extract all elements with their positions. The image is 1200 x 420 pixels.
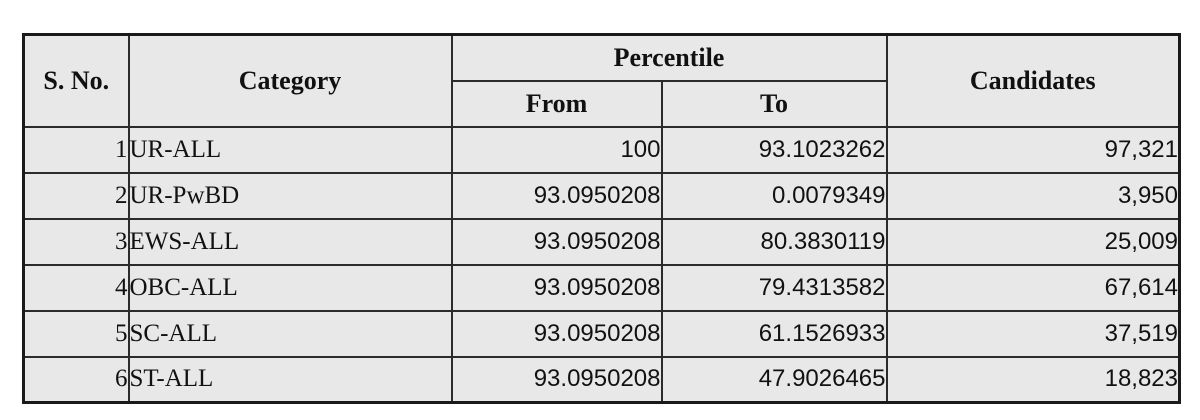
cell-from: 93.0950208 bbox=[450, 263, 663, 312]
cell-from: 93.0950208 bbox=[450, 171, 663, 220]
header-row-top: S. No. Category Percentile Candidates bbox=[22, 33, 1181, 128]
cell-sno: 1 bbox=[22, 125, 130, 174]
cell-to: 47.9026465 bbox=[660, 355, 888, 404]
cell-category: EWS-ALL bbox=[127, 217, 453, 266]
cell-from: 100 bbox=[450, 125, 663, 174]
table-header: S. No. Category Percentile Candidates Fr… bbox=[22, 33, 1181, 128]
cell-to: 93.1023262 bbox=[660, 125, 888, 174]
table-body: 1 UR-ALL 100 93.1023262 97,321 2 UR-PwBD… bbox=[22, 125, 1181, 404]
table-row: 5 SC-ALL 93.0950208 61.1526933 37,519 bbox=[22, 309, 1181, 358]
header-row-sub: From To bbox=[24, 79, 1180, 128]
cell-sno: 6 bbox=[22, 355, 130, 404]
cell-category: UR-PwBD bbox=[127, 171, 453, 220]
header-category: Category bbox=[127, 33, 453, 128]
cutoff-table: S. No. Category Percentile Candidates Fr… bbox=[22, 33, 1181, 404]
cell-sno: 5 bbox=[22, 309, 130, 358]
cell-to: 61.1526933 bbox=[660, 309, 888, 358]
cell-candidates: 37,519 bbox=[885, 309, 1181, 358]
cell-category: OBC-ALL bbox=[127, 263, 453, 312]
table-row: 1 UR-ALL 100 93.1023262 97,321 bbox=[22, 125, 1181, 174]
cell-category: SC-ALL bbox=[127, 309, 453, 358]
cell-candidates: 97,321 bbox=[885, 125, 1181, 174]
table-row: 6 ST-ALL 93.0950208 47.9026465 18,823 bbox=[22, 355, 1181, 404]
table-row: 2 UR-PwBD 93.0950208 0.0079349 3,950 bbox=[22, 171, 1181, 220]
header-sno: S. No. bbox=[22, 33, 130, 128]
cell-candidates: 67,614 bbox=[885, 263, 1181, 312]
cell-to: 0.0079349 bbox=[660, 171, 888, 220]
cell-from: 93.0950208 bbox=[450, 355, 663, 404]
header-from: From bbox=[450, 79, 663, 128]
cell-category: UR-ALL bbox=[127, 125, 453, 174]
cell-sno: 2 bbox=[22, 171, 130, 220]
cell-category: ST-ALL bbox=[127, 355, 453, 404]
header-candidates: Candidates bbox=[885, 33, 1181, 128]
table-row: 3 EWS-ALL 93.0950208 80.3830119 25,009 bbox=[22, 217, 1181, 266]
cell-candidates: 18,823 bbox=[885, 355, 1181, 404]
cell-to: 79.4313582 bbox=[660, 263, 888, 312]
cell-to: 80.3830119 bbox=[660, 217, 888, 266]
cell-candidates: 3,950 bbox=[885, 171, 1181, 220]
cell-candidates: 25,009 bbox=[885, 217, 1181, 266]
cell-sno: 4 bbox=[22, 263, 130, 312]
header-percentile: Percentile bbox=[450, 33, 888, 82]
header-to: To bbox=[660, 79, 888, 128]
cell-from: 93.0950208 bbox=[450, 309, 663, 358]
cell-from: 93.0950208 bbox=[450, 217, 663, 266]
cell-sno: 3 bbox=[22, 217, 130, 266]
table-row: 4 OBC-ALL 93.0950208 79.4313582 67,614 bbox=[22, 263, 1181, 312]
